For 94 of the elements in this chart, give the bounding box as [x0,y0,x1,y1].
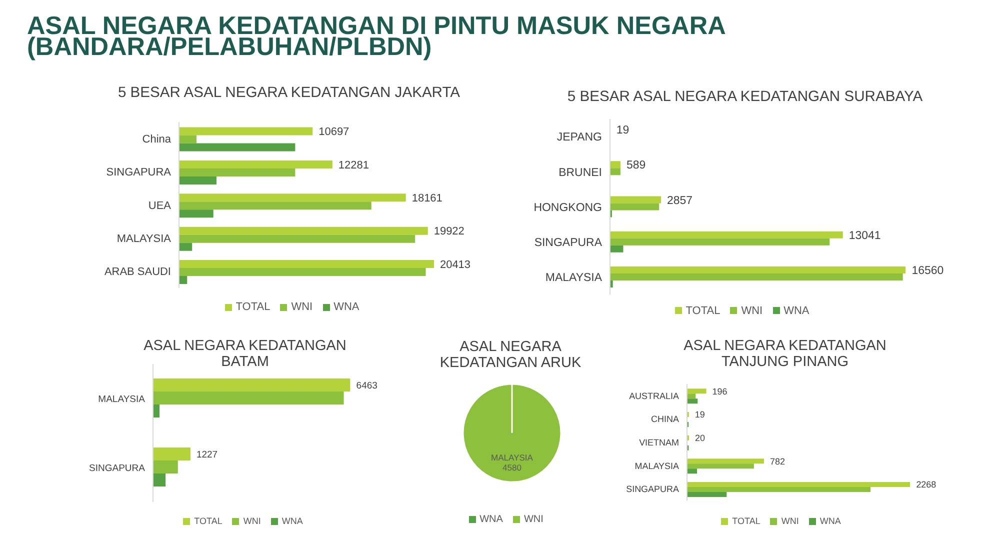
y-tick-label: SINGAPURA [89,462,146,474]
bar [687,398,698,404]
y-tick-label: CHINA [651,414,680,424]
y-tick-label: SINGAPURA [106,167,172,180]
bar [610,203,660,210]
bar [687,492,727,498]
y-tick-label: MALAYSIA [545,272,602,284]
text: ASAL NEGARA KEDATANGAN DI PINTU MASUK NEGARA (BANDARA/PELABUHAN/PLBDN) [27,12,726,60]
y-tick-label: JEPANG [556,132,602,144]
data-label: MALAYSIA 4580 [491,452,534,472]
bar [610,196,662,204]
legend-label: WNA [334,301,360,314]
data-label: 19922 [434,226,464,238]
bar [687,458,764,464]
y-tick-label: MALAYSIA [634,460,680,471]
y-tick-label: AUSTRALIA [629,390,680,401]
y-tick-label: HONGKONG [534,202,602,214]
bar [179,227,428,236]
bar [610,245,624,252]
y-tick-label: China [142,134,172,146]
bar [610,274,903,280]
bar [179,235,416,244]
legend-label: WNI [524,514,544,525]
bar [179,243,192,252]
bar [153,446,190,460]
chart-title: ASAL NEGARA KEDATANGAN TANJUNG PINANG [682,338,888,370]
bar [687,464,754,469]
legend-label: TOTAL [236,301,270,314]
data-label: 1227 [196,448,218,460]
bar [179,276,188,284]
legend-label: WNI [243,516,261,526]
data-label: 16560 [912,265,944,278]
bar [687,487,871,492]
chart-title: 5 BESAR ASAL NEGARA KEDATANGAN SURABAYA [566,88,924,106]
y-tick-label: UEA [148,200,172,212]
bar [179,176,216,185]
bar [179,268,426,276]
bar [687,394,696,399]
bar [179,194,406,202]
data-label: 2857 [667,194,693,207]
legend-label: WNI [781,516,799,526]
legend-label: TOTAL [686,304,720,317]
bar [153,460,178,473]
bar [179,210,214,218]
data-label: 19 [616,124,630,137]
data-label: 10697 [318,126,350,139]
legend-label: WNI [741,304,763,317]
data-label: 782 [770,456,785,466]
legend-label: WNA [282,516,303,526]
bar [610,161,621,168]
bar [179,160,332,169]
bar [153,404,160,417]
legend-label: WNA [784,304,810,317]
data-label: 19 [694,410,705,420]
bar [179,260,434,268]
bar [153,378,350,391]
data-label: 20 [694,433,705,444]
legend-label: TOTAL [194,516,222,526]
data-label: 2268 [916,480,936,490]
data-label: 18161 [412,192,442,205]
data-label: 20413 [440,259,471,272]
legend-label: WNA [480,514,503,525]
data-label: 13041 [848,230,881,242]
data-label: 6463 [356,380,378,391]
chart-title: 5 BESAR ASAL NEGARA KEDATANGAN JAKARTA [116,84,462,102]
data-label: 196 [712,386,728,396]
y-tick-label: VIETNAM [639,438,680,448]
y-tick-label: SINGAPURA [534,237,602,249]
bar [610,168,620,176]
y-tick-label: MALAYSIA [98,393,146,404]
bar [610,238,830,246]
y-tick-label: SINGAPURA [626,484,680,494]
bar [610,266,906,274]
bar [153,472,166,486]
bar [179,144,296,152]
chart-title: ASAL NEGARA KEDATANGAN BATAM [142,338,348,370]
bar [179,136,196,144]
chart-title: ASAL NEGARA KEDATANGAN ARUK [438,339,582,371]
bar [610,231,843,238]
y-tick-label: ARAB SAUDI [104,266,172,279]
bar [687,468,698,474]
bar [179,202,372,210]
legend-label: WNI [291,301,313,314]
y-tick-label: BRUNEI [558,166,602,179]
bar [179,168,296,177]
y-tick-label: MALAYSIA [116,233,172,246]
bar [179,128,313,136]
legend-label: TOTAL [732,516,760,526]
data-label: 12281 [338,160,369,172]
bar [687,388,706,394]
data-label: 589 [626,160,646,172]
bar [153,390,344,404]
bar [687,482,910,488]
legend-label: WNA [820,516,841,526]
